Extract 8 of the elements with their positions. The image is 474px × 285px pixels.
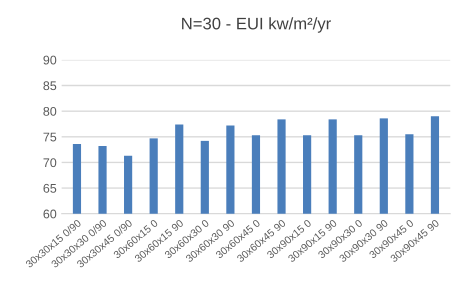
chart-title: N=30 - EUI kw/m²/yr	[182, 17, 331, 33]
y-tick-label: 85	[43, 81, 56, 90]
y-tick-label: 75	[43, 132, 56, 142]
y-tick-label: 80	[43, 106, 56, 116]
y-tick-label: 90	[43, 56, 56, 64]
y-tick-label: 60	[43, 210, 56, 218]
y-tick-label: 70	[43, 158, 56, 168]
y-tick-label: 65	[43, 184, 56, 193]
